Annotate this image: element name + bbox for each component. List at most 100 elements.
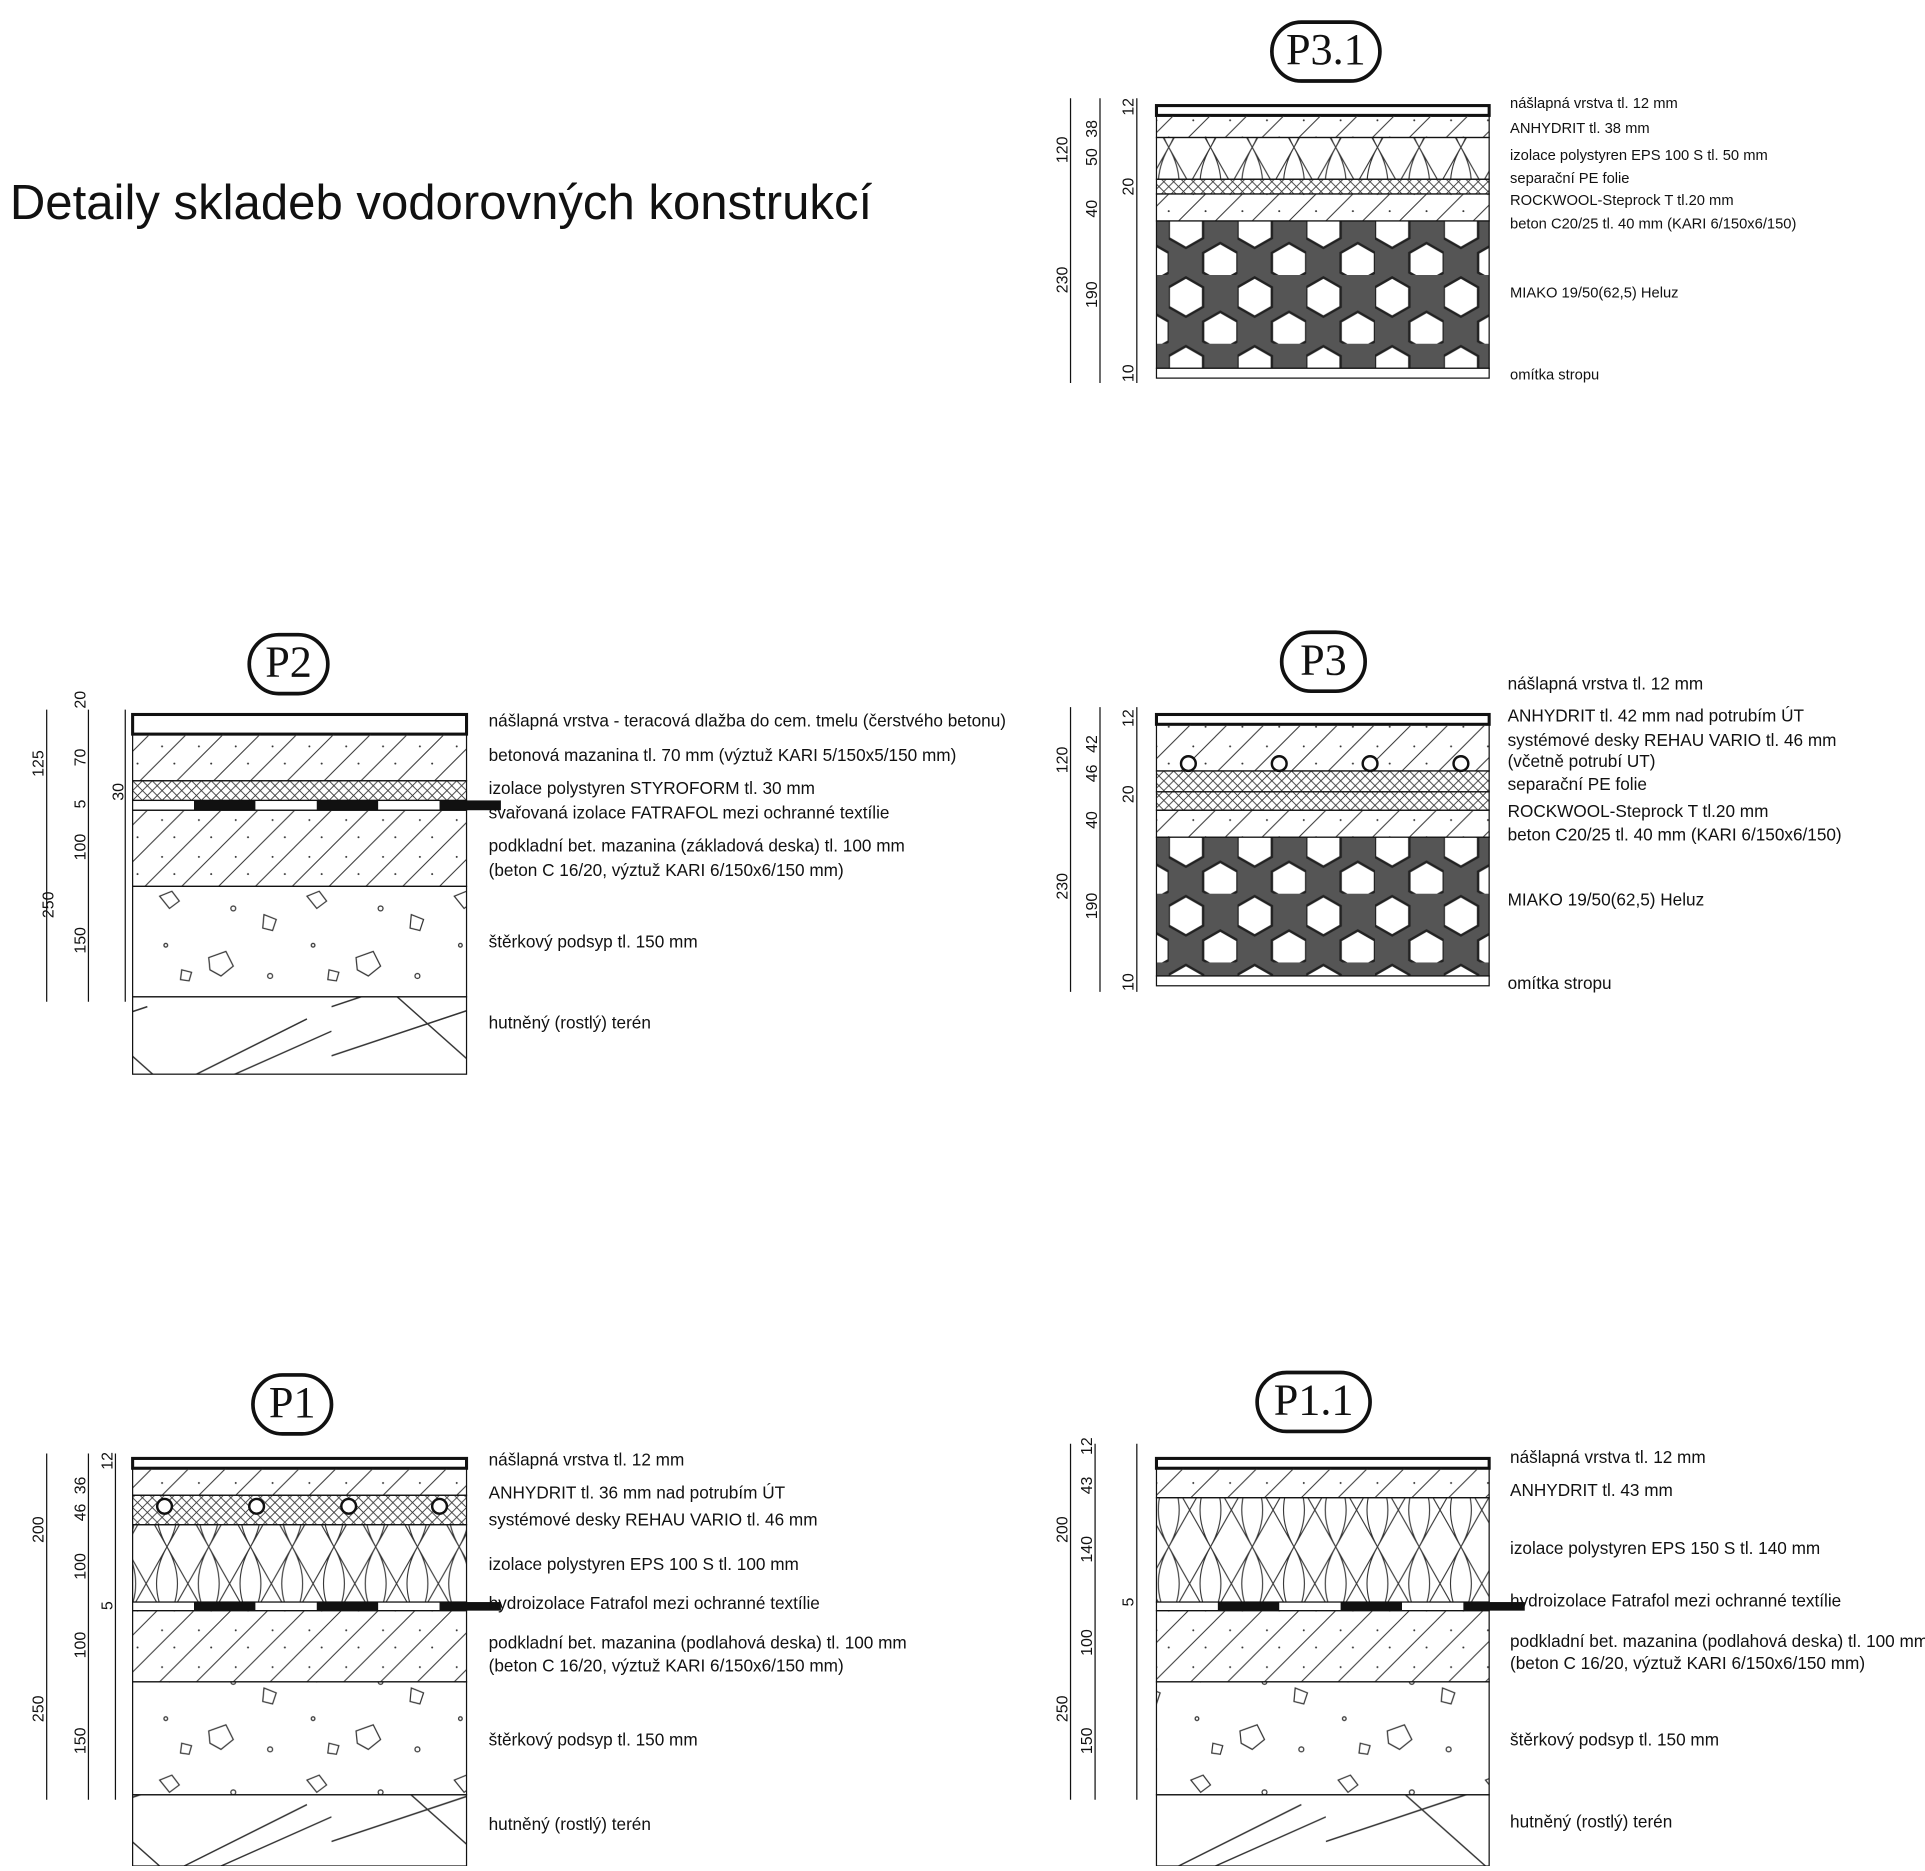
dimension-value: 250 xyxy=(31,1695,48,1722)
dimension-value: 12 xyxy=(1121,98,1138,116)
layer xyxy=(1155,1681,1490,1796)
layer xyxy=(1155,1610,1490,1683)
dimension-value: 100 xyxy=(72,1632,89,1659)
layer xyxy=(1155,975,1490,987)
layer-description: hydroizolace Fatrafol mezi ochranné text… xyxy=(1510,1591,1841,1611)
layer-description: štěrkový podsyp tl. 150 mm xyxy=(489,931,698,951)
layer-description: nášlapná vrstva tl. 12 mm xyxy=(1510,1447,1706,1467)
layer-description: ANHYDRIT tl. 43 mm xyxy=(1510,1480,1673,1500)
layer-description: nášlapná vrstva tl. 12 mm xyxy=(1510,96,1678,112)
layer xyxy=(1155,723,1490,772)
dimension-value: 50 xyxy=(1084,148,1101,166)
dimension-value: 190 xyxy=(1084,281,1101,308)
detail-label: P1 xyxy=(269,1378,316,1427)
layer xyxy=(132,885,468,998)
dimension-value: 230 xyxy=(1054,266,1071,293)
layer-description: hutněný (rostlý) terén xyxy=(489,1012,651,1032)
layer-description: omítka stropu xyxy=(1508,973,1612,993)
layer-description: štěrkový podsyp tl. 150 mm xyxy=(1510,1729,1719,1749)
dimension-value: 250 xyxy=(1054,1695,1071,1722)
layer xyxy=(132,1610,468,1683)
layer xyxy=(132,1794,468,1867)
foil-strip xyxy=(1340,1602,1402,1611)
layer xyxy=(131,712,469,736)
dimension-value: 150 xyxy=(72,927,89,954)
layer xyxy=(132,1524,468,1603)
layer-description: podkladní bet. mazanina (podlahová deska… xyxy=(489,1632,907,1652)
layer xyxy=(1155,220,1490,369)
dimension-value: 150 xyxy=(1079,1727,1096,1754)
layer xyxy=(1154,712,1491,726)
layer xyxy=(1155,1467,1490,1499)
dimension-value: 10 xyxy=(1121,364,1138,382)
dimension-value: 5 xyxy=(1121,1597,1138,1606)
layer-description: izolace polystyren EPS 100 S tl. 50 mm xyxy=(1510,148,1768,164)
layer-description: ROCKWOOL-Steprock T tl.20 mm xyxy=(1508,801,1769,821)
layer xyxy=(132,1467,468,1496)
layer xyxy=(1155,178,1490,195)
dimension-value: 20 xyxy=(72,691,89,709)
dimension-value: 140 xyxy=(1079,1536,1096,1563)
layer-description: ANHYDRIT tl. 42 mm nad potrubím ÚT xyxy=(1508,705,1805,725)
page-title: Detaily skladeb vodorovných konstrukcí xyxy=(10,176,873,230)
detail-label: P2 xyxy=(265,638,312,687)
dimension-value: 190 xyxy=(1084,893,1101,920)
layer-description: MIAKO 19/50(62,5) Heluz xyxy=(1510,285,1679,301)
dimension-value: 230 xyxy=(1054,873,1071,900)
detail-label-frame xyxy=(251,1373,334,1436)
dimension-value: 20 xyxy=(1121,178,1138,196)
layer-description: betonová mazanina tl. 70 mm (výztuž KARI… xyxy=(489,745,957,765)
dimension-value: 100 xyxy=(72,834,89,861)
foil-strip xyxy=(1463,1602,1525,1611)
layer-description: izolace polystyren EPS 150 S tl. 140 mm xyxy=(1510,1538,1820,1558)
dimension-value: 12 xyxy=(1121,709,1138,727)
layer xyxy=(1155,1497,1490,1603)
layer-description: hutněný (rostlý) terén xyxy=(489,1814,651,1834)
dimension-value: 120 xyxy=(1054,746,1071,773)
foil-strip xyxy=(316,800,379,811)
layer-description: MIAKO 19/50(62,5) Heluz xyxy=(1508,890,1705,910)
layer xyxy=(132,1494,468,1526)
dimension-value: 46 xyxy=(72,1503,89,1521)
layer xyxy=(1155,791,1490,811)
layer xyxy=(132,1601,468,1612)
pipe xyxy=(248,1497,266,1515)
layer-description: (beton C 16/20, výztuž KARI 6/150x6/150 … xyxy=(1510,1653,1865,1673)
dimension-value: 12 xyxy=(99,1452,116,1470)
detail-label: P3.1 xyxy=(1286,25,1366,74)
layer-description: ANHYDRIT tl. 38 mm xyxy=(1510,121,1650,137)
layer-description: (beton C 16/20, výztuž KARI 6/150x6/150 … xyxy=(489,1656,844,1676)
layer-description: separační PE folie xyxy=(1508,774,1647,794)
layer-description: omítka stropu xyxy=(1510,368,1599,384)
detail-label-frame xyxy=(1255,1370,1372,1434)
layer xyxy=(1155,770,1490,793)
dimension-value: 250 xyxy=(40,891,57,918)
dimension-value: 150 xyxy=(72,1727,89,1754)
dimension-value: 20 xyxy=(1121,785,1138,803)
pipe xyxy=(1179,754,1197,773)
layer xyxy=(1155,1794,1490,1867)
layer-description: podkladní bet. mazanina (základová deska… xyxy=(489,836,905,856)
foil-strip xyxy=(194,1602,256,1611)
detail-label-frame xyxy=(247,632,330,696)
pipe xyxy=(155,1497,174,1515)
layer xyxy=(132,799,468,811)
layer-description: svařovaná izolace FATRAFOL mezi ochranné… xyxy=(489,802,890,822)
layer xyxy=(132,996,468,1075)
layer xyxy=(1154,1456,1491,1470)
layer-description: nášlapná vrstva tl. 12 mm xyxy=(1508,674,1704,694)
dimension-value: 30 xyxy=(110,783,127,801)
layer xyxy=(1155,114,1490,139)
dimension-value: 36 xyxy=(72,1476,89,1494)
detail-label-frame xyxy=(1279,630,1368,693)
layer xyxy=(131,1456,469,1470)
layer-description: (včetně potrubí UT) xyxy=(1508,751,1656,771)
layer xyxy=(1155,809,1490,838)
layer-description: hutněný (rostlý) terén xyxy=(1510,1812,1672,1832)
layer-description: beton C20/25 tl. 40 mm (KARI 6/150x6/150… xyxy=(1510,217,1796,233)
detail-label: P1.1 xyxy=(1274,1376,1354,1425)
dimension-value: 38 xyxy=(1084,120,1101,138)
layer xyxy=(1155,1601,1490,1612)
dimension-value: 40 xyxy=(1084,200,1101,218)
